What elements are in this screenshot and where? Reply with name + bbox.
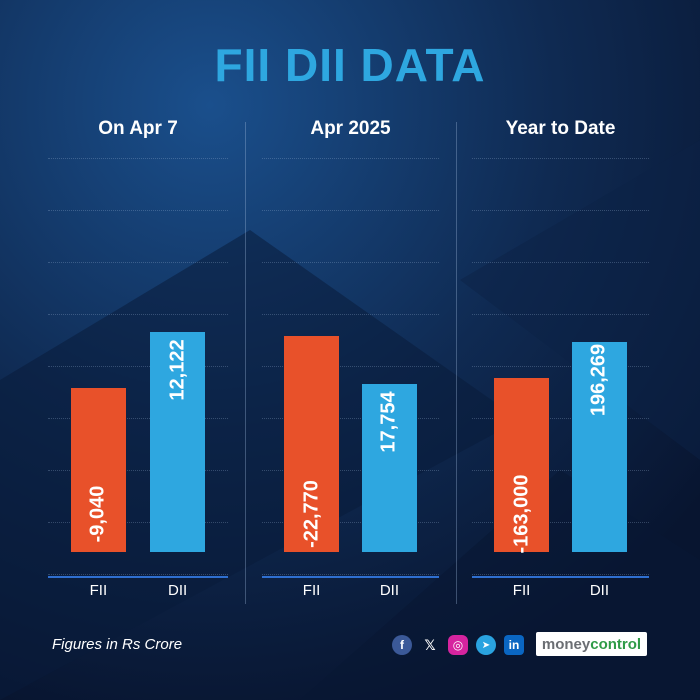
linkedin-icon[interactable]: in — [504, 635, 524, 655]
x-tick-label: DII — [379, 582, 400, 599]
gridline — [262, 418, 439, 419]
gridline — [472, 470, 649, 471]
gridline — [472, 522, 649, 523]
footnote: Figures in Rs Crore — [52, 636, 183, 653]
plot-area: -9,040 12,122 — [48, 158, 228, 578]
brand-part1: money — [541, 635, 591, 653]
gridline — [472, 366, 649, 367]
gridline — [48, 574, 228, 575]
plot-area: -163,000 196,269 — [472, 158, 649, 578]
bar-dii: 196,269 — [571, 342, 627, 552]
gridline — [262, 366, 439, 367]
gridline — [48, 314, 228, 315]
x-tick-label: FII — [512, 582, 531, 599]
chart-title: FII DII DATA — [214, 39, 486, 91]
gridline — [48, 522, 228, 523]
gridline — [262, 470, 439, 471]
panel-on-apr-7: On Apr 7 -9,040 12,122 FII DII — [48, 118, 228, 608]
moneycontrol-logo: money control — [536, 632, 647, 656]
data-label-fii: -22,770 — [300, 480, 323, 548]
gridline — [262, 314, 439, 315]
gridline — [472, 418, 649, 419]
gridline — [472, 262, 649, 263]
panel-year-to-date: Year to Date -163,000 196,269 FII DII — [472, 118, 649, 608]
gridline — [48, 262, 228, 263]
data-label-fii: -9,040 — [86, 485, 109, 543]
gridline — [472, 210, 649, 211]
gridline — [48, 210, 228, 211]
gridline — [472, 314, 649, 315]
telegram-icon[interactable]: ➤ — [476, 635, 496, 655]
gridline — [48, 418, 228, 419]
x-tick-label: DII — [589, 582, 610, 599]
x-axis-baseline — [48, 576, 228, 578]
panel-title: Apr 2025 — [310, 118, 391, 139]
gridline — [472, 158, 649, 159]
bar-fii: -9,040 — [70, 387, 126, 552]
gridline — [262, 522, 439, 523]
x-axis-baseline — [472, 576, 649, 578]
panel-apr-2025: Apr 2025 -22,770 17,754 FII DII — [262, 118, 439, 608]
panel-title: On Apr 7 — [98, 118, 178, 139]
panel-divider-2 — [456, 122, 457, 604]
data-label-dii: 196,269 — [587, 344, 610, 417]
x-axis-baseline — [262, 576, 439, 578]
data-label-dii: 17,754 — [377, 391, 400, 453]
bar-dii: 17,754 — [361, 383, 417, 552]
gridline — [262, 262, 439, 263]
gridline — [48, 366, 228, 367]
panel-title: Year to Date — [505, 118, 616, 139]
bar-fii: -163,000 — [494, 377, 550, 554]
plot-area: -22,770 17,754 — [262, 158, 439, 578]
instagram-icon[interactable]: ◎ — [448, 635, 468, 655]
gridline — [262, 574, 439, 575]
gridline — [262, 210, 439, 211]
facebook-icon[interactable]: f — [392, 635, 412, 655]
gridline — [48, 158, 228, 159]
x-tick-label: FII — [302, 582, 321, 599]
x-tick-label: FII — [89, 582, 108, 599]
x-tick-label: DII — [168, 582, 188, 599]
gridline — [472, 574, 649, 575]
social-links: f 𝕏 ◎ ➤ in — [392, 635, 524, 655]
panel-divider-1 — [245, 122, 246, 604]
x-icon[interactable]: 𝕏 — [424, 636, 436, 653]
bar-dii: 12,122 — [150, 332, 206, 552]
data-label-fii: -163,000 — [510, 474, 533, 554]
gridline — [48, 470, 228, 471]
data-label-dii: 12,122 — [166, 339, 189, 401]
bar-fii: -22,770 — [284, 336, 340, 552]
brand-part2: control — [590, 635, 642, 653]
gridline — [262, 158, 439, 159]
